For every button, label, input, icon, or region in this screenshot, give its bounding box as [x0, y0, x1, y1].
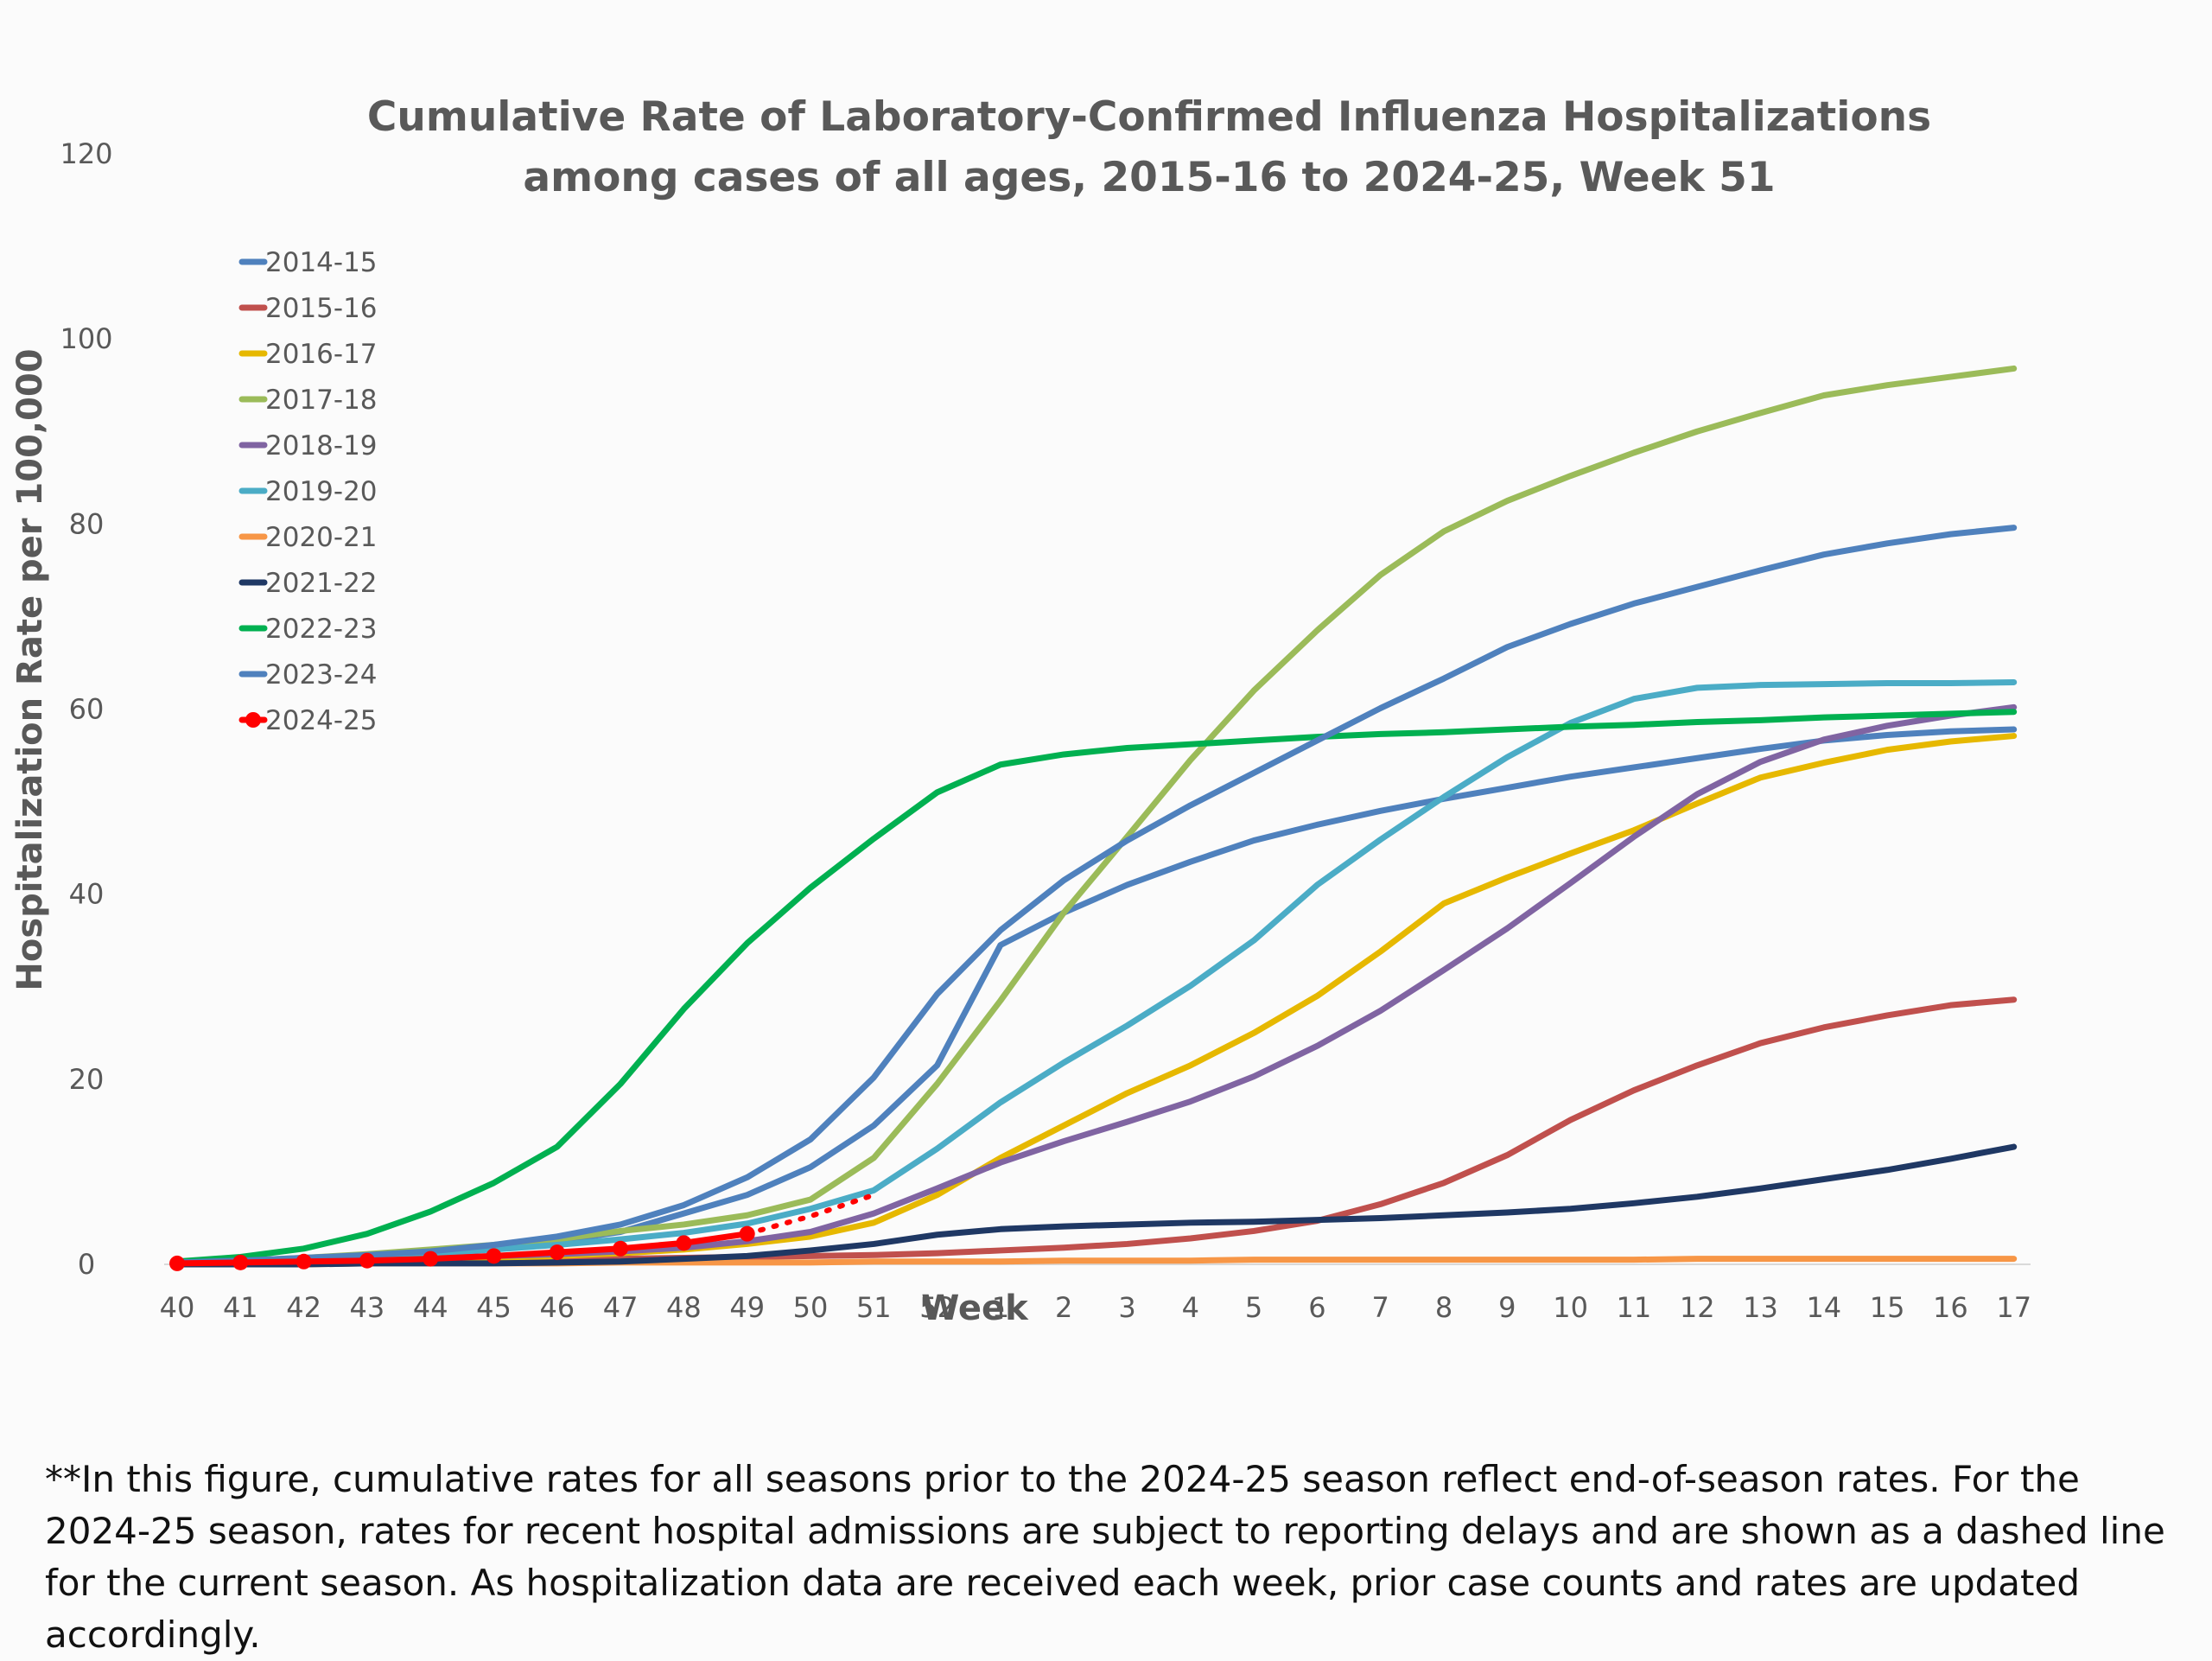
x-tick-label: 1 — [992, 1291, 1009, 1324]
legend-item: 2015-16 — [238, 293, 378, 324]
y-tick-label: 20 — [69, 1063, 105, 1096]
y-tick-label: 80 — [69, 507, 105, 540]
data-point — [296, 1253, 312, 1270]
y-axis-label: Hospitalization Rate per 100,000 — [10, 348, 50, 990]
series-2023-24 — [174, 525, 2018, 1266]
legend-label: 2017-18 — [265, 385, 378, 416]
series-line — [174, 733, 2018, 1267]
legend-item: 2024-25 — [238, 705, 378, 736]
x-tick-label: 46 — [539, 1291, 575, 1324]
x-tick-label: 6 — [1308, 1291, 1325, 1324]
legend-item: 2019-20 — [238, 476, 378, 507]
x-tick-label: 43 — [350, 1291, 385, 1324]
series-line — [174, 1143, 2018, 1268]
data-point — [423, 1251, 439, 1267]
y-axis-ticks: 0 20 40 60 80 100 120 — [60, 137, 112, 1281]
legend-label: 2016-17 — [265, 339, 378, 370]
data-point — [169, 1255, 185, 1271]
chart-title-line-2: among cases of all ages, 2015-16 to 2024… — [523, 154, 1775, 201]
y-tick-label: 0 — [78, 1248, 95, 1281]
data-point — [359, 1252, 375, 1269]
series-line — [174, 525, 2018, 1266]
series-lines — [169, 365, 2018, 1271]
series-2024-25 — [169, 1192, 877, 1271]
legend-item: 2020-21 — [238, 522, 378, 553]
legend-item: 2021-22 — [238, 568, 378, 599]
series-line — [174, 709, 2018, 1265]
series-line — [174, 703, 2018, 1267]
y-tick-label: 100 — [60, 322, 112, 355]
series-2018-19 — [174, 703, 2018, 1267]
x-tick-label: 50 — [793, 1291, 829, 1324]
series-2019-20 — [174, 678, 2018, 1267]
chart-title-line-1: Cumulative Rate of Laboratory-Confirmed … — [367, 93, 1931, 141]
y-tick-label: 60 — [69, 693, 105, 726]
data-point — [676, 1235, 692, 1251]
legend-item: 2018-19 — [238, 430, 378, 461]
x-tick-label: 4 — [1182, 1291, 1199, 1324]
x-tick-label: 2 — [1055, 1291, 1072, 1324]
data-point — [232, 1254, 249, 1270]
x-tick-label: 9 — [1498, 1291, 1516, 1324]
x-tick-label: 40 — [160, 1291, 195, 1324]
legend-item: 2014-15 — [238, 247, 378, 278]
legend-label: 2018-19 — [265, 430, 378, 461]
x-tick-label: 51 — [856, 1291, 892, 1324]
series-2014-15 — [174, 726, 2018, 1266]
x-tick-label: 45 — [476, 1291, 512, 1324]
footnote: **In this figure, cumulative rates for a… — [45, 1458, 2165, 1656]
legend: 2014-15 2015-16 2016-17 2017-18 2018-19 2019-… — [238, 247, 378, 736]
legend-label: 2024-25 — [265, 705, 378, 736]
legend-marker — [245, 712, 261, 728]
legend-label: 2014-15 — [265, 247, 378, 278]
legend-label: 2021-22 — [265, 568, 378, 599]
x-tick-label: 17 — [1996, 1291, 2031, 1324]
series-2021-22 — [174, 1143, 2018, 1268]
series-line-solid — [174, 1231, 751, 1267]
legend-label: 2015-16 — [265, 293, 378, 324]
series-line — [174, 726, 2018, 1266]
x-tick-label: 49 — [729, 1291, 765, 1324]
x-tick-label: 15 — [1870, 1291, 1905, 1324]
y-tick-label: 120 — [60, 137, 112, 170]
legend-item: 2022-23 — [238, 614, 378, 645]
x-tick-label: 5 — [1245, 1291, 1262, 1324]
x-tick-label: 52 — [919, 1291, 955, 1324]
y-tick-label: 40 — [69, 878, 105, 911]
x-tick-label: 44 — [413, 1291, 448, 1324]
x-axis-ticks: 40 41 42 43 44 45 46 47 48 49 50 51 52 1 2 3 4 5 6 7 8 9 10 11 1… — [160, 1291, 2031, 1324]
series-line-dashed — [744, 1192, 877, 1237]
x-tick-label: 7 — [1372, 1291, 1389, 1324]
legend-label: 2022-23 — [265, 614, 378, 645]
x-tick-label: 16 — [1933, 1291, 1968, 1324]
x-tick-label: 14 — [1806, 1291, 1841, 1324]
x-tick-label: 48 — [666, 1291, 702, 1324]
x-tick-label: 41 — [223, 1291, 258, 1324]
legend-label: 2023-24 — [265, 659, 378, 690]
legend-item: 2023-24 — [238, 659, 378, 690]
x-tick-label: 3 — [1118, 1291, 1135, 1324]
legend-label: 2020-21 — [265, 522, 378, 553]
x-tick-label: 47 — [603, 1291, 639, 1324]
series-2022-23 — [174, 709, 2018, 1265]
x-axis-label: Week — [921, 1289, 1029, 1328]
data-point — [613, 1240, 629, 1257]
legend-item: 2017-18 — [238, 385, 378, 416]
x-tick-label: 12 — [1680, 1291, 1715, 1324]
series-2016-17 — [174, 733, 2018, 1267]
x-tick-label: 13 — [1743, 1291, 1778, 1324]
x-tick-label: 11 — [1617, 1291, 1652, 1324]
data-point — [486, 1248, 502, 1264]
data-point — [739, 1225, 755, 1242]
legend-label: 2019-20 — [265, 476, 378, 507]
x-tick-label: 42 — [286, 1291, 321, 1324]
x-tick-label: 10 — [1553, 1291, 1588, 1324]
x-tick-label: 8 — [1435, 1291, 1452, 1324]
series-line — [174, 678, 2018, 1267]
data-point — [549, 1244, 565, 1261]
legend-item: 2016-17 — [238, 339, 378, 370]
